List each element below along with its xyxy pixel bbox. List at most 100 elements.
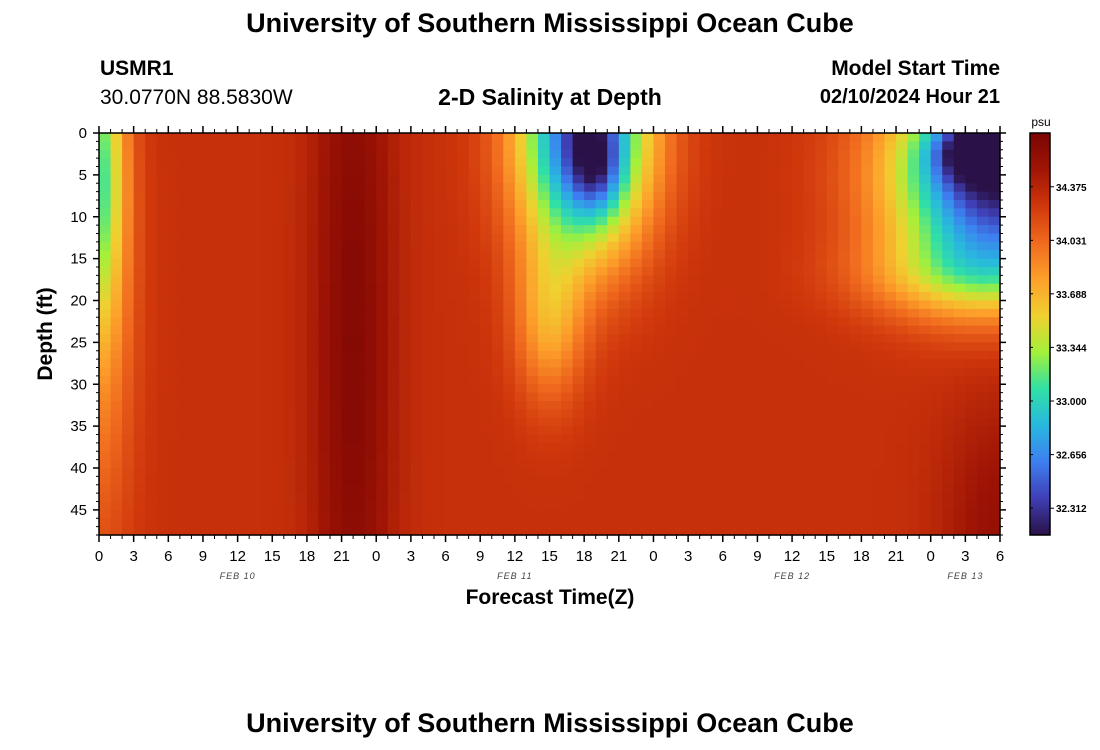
heatmap-cell <box>156 426 169 436</box>
heatmap-cell <box>260 250 273 260</box>
heatmap-cell <box>561 342 574 352</box>
heatmap-cell <box>156 300 169 310</box>
heatmap-cell <box>745 426 759 436</box>
heatmap-cell <box>364 334 377 343</box>
heatmap-cell <box>965 200 978 209</box>
heatmap-cell <box>272 233 285 243</box>
heatmap-cell <box>768 526 782 536</box>
heatmap-cell <box>457 484 470 494</box>
heatmap-cell <box>491 149 504 159</box>
heatmap-cell <box>861 417 874 427</box>
heatmap-cell <box>618 149 631 159</box>
heatmap-cell <box>849 317 862 327</box>
heatmap-cell <box>283 317 296 327</box>
heatmap-cell <box>896 493 909 503</box>
heatmap-cell <box>341 241 354 251</box>
heatmap-cell <box>457 476 470 486</box>
heatmap-cell <box>953 426 966 436</box>
heatmap-cell <box>202 149 216 159</box>
heatmap-cell <box>872 283 886 293</box>
heatmap-cell <box>202 216 216 226</box>
heatmap-cell <box>584 451 597 461</box>
heatmap-cell <box>191 434 204 444</box>
heatmap-cell <box>826 375 839 385</box>
heatmap-cell <box>168 308 181 318</box>
heatmap-cell <box>792 308 805 318</box>
heatmap-cell <box>422 409 435 419</box>
date-label: FEB 10 <box>220 571 256 581</box>
heatmap-cell <box>976 518 990 528</box>
heatmap-cell <box>884 359 897 369</box>
heatmap-cell <box>953 216 966 226</box>
heatmap-cell <box>306 258 320 268</box>
heatmap-cell <box>214 133 227 142</box>
heatmap-cell <box>572 334 585 343</box>
heatmap-cell <box>803 501 816 511</box>
heatmap-cell <box>145 250 158 260</box>
heatmap-cell <box>133 392 146 402</box>
heatmap-cell <box>965 484 978 494</box>
heatmap-cell <box>491 401 504 410</box>
heatmap-cell <box>457 183 470 193</box>
heatmap-cell <box>768 442 782 452</box>
heatmap-cell <box>872 216 886 226</box>
heatmap-cell <box>353 493 366 503</box>
heatmap-cell <box>942 166 955 176</box>
heatmap-cell <box>907 317 920 327</box>
heatmap-cell <box>953 191 966 201</box>
heatmap-cell <box>688 509 701 519</box>
heatmap-cell <box>99 518 112 528</box>
heatmap-cell <box>330 267 343 276</box>
heatmap-cell <box>745 158 759 168</box>
heatmap-cell <box>896 216 909 226</box>
heatmap-cell <box>676 308 689 318</box>
heatmap-cell <box>445 191 458 201</box>
heatmap-cell <box>168 409 181 419</box>
heatmap-cell <box>122 216 135 226</box>
heatmap-cell <box>861 225 874 235</box>
heatmap-cell <box>803 417 816 427</box>
heatmap-cell <box>110 342 123 352</box>
heatmap-cell <box>872 476 886 486</box>
heatmap-cell <box>549 292 562 302</box>
heatmap-cell <box>653 275 666 285</box>
heatmap-cell <box>988 300 1001 310</box>
heatmap-cell <box>919 292 932 302</box>
heatmap-cell <box>872 459 886 469</box>
heatmap-cell <box>433 208 447 218</box>
heatmap-cell <box>503 350 516 360</box>
heatmap-cell <box>387 359 400 369</box>
heatmap-cell <box>353 526 366 536</box>
heatmap-cell <box>306 300 320 310</box>
heatmap-cell <box>768 434 782 444</box>
heatmap-cell <box>99 392 112 402</box>
heatmap-cell <box>226 200 239 209</box>
heatmap-cell <box>191 317 204 327</box>
heatmap-cell <box>976 200 990 209</box>
heatmap-cell <box>330 401 343 410</box>
heatmap-cell <box>572 174 585 184</box>
heatmap-cell <box>699 375 712 385</box>
heatmap-cell <box>942 133 955 142</box>
heatmap-cell <box>364 384 377 394</box>
heatmap-cell <box>607 417 620 427</box>
heatmap-cell <box>803 493 816 503</box>
heatmap-cell <box>410 191 424 201</box>
heatmap-cell <box>653 501 666 511</box>
heatmap-cell <box>884 308 897 318</box>
heatmap-cell <box>433 174 447 184</box>
heatmap-cell <box>676 334 689 343</box>
heatmap-cell <box>641 183 655 193</box>
heatmap-cell <box>849 426 862 436</box>
heatmap-cell <box>341 166 354 176</box>
heatmap-cell <box>630 359 643 369</box>
heatmap-cell <box>214 325 227 335</box>
heatmap-cell <box>803 509 816 519</box>
heatmap-cell <box>699 258 712 268</box>
heatmap-cell <box>884 216 897 226</box>
heatmap-cell <box>641 275 655 285</box>
heatmap-cell <box>803 174 816 184</box>
heatmap-cell <box>734 233 747 243</box>
heatmap-cell <box>699 501 712 511</box>
heatmap-cell <box>688 468 701 477</box>
